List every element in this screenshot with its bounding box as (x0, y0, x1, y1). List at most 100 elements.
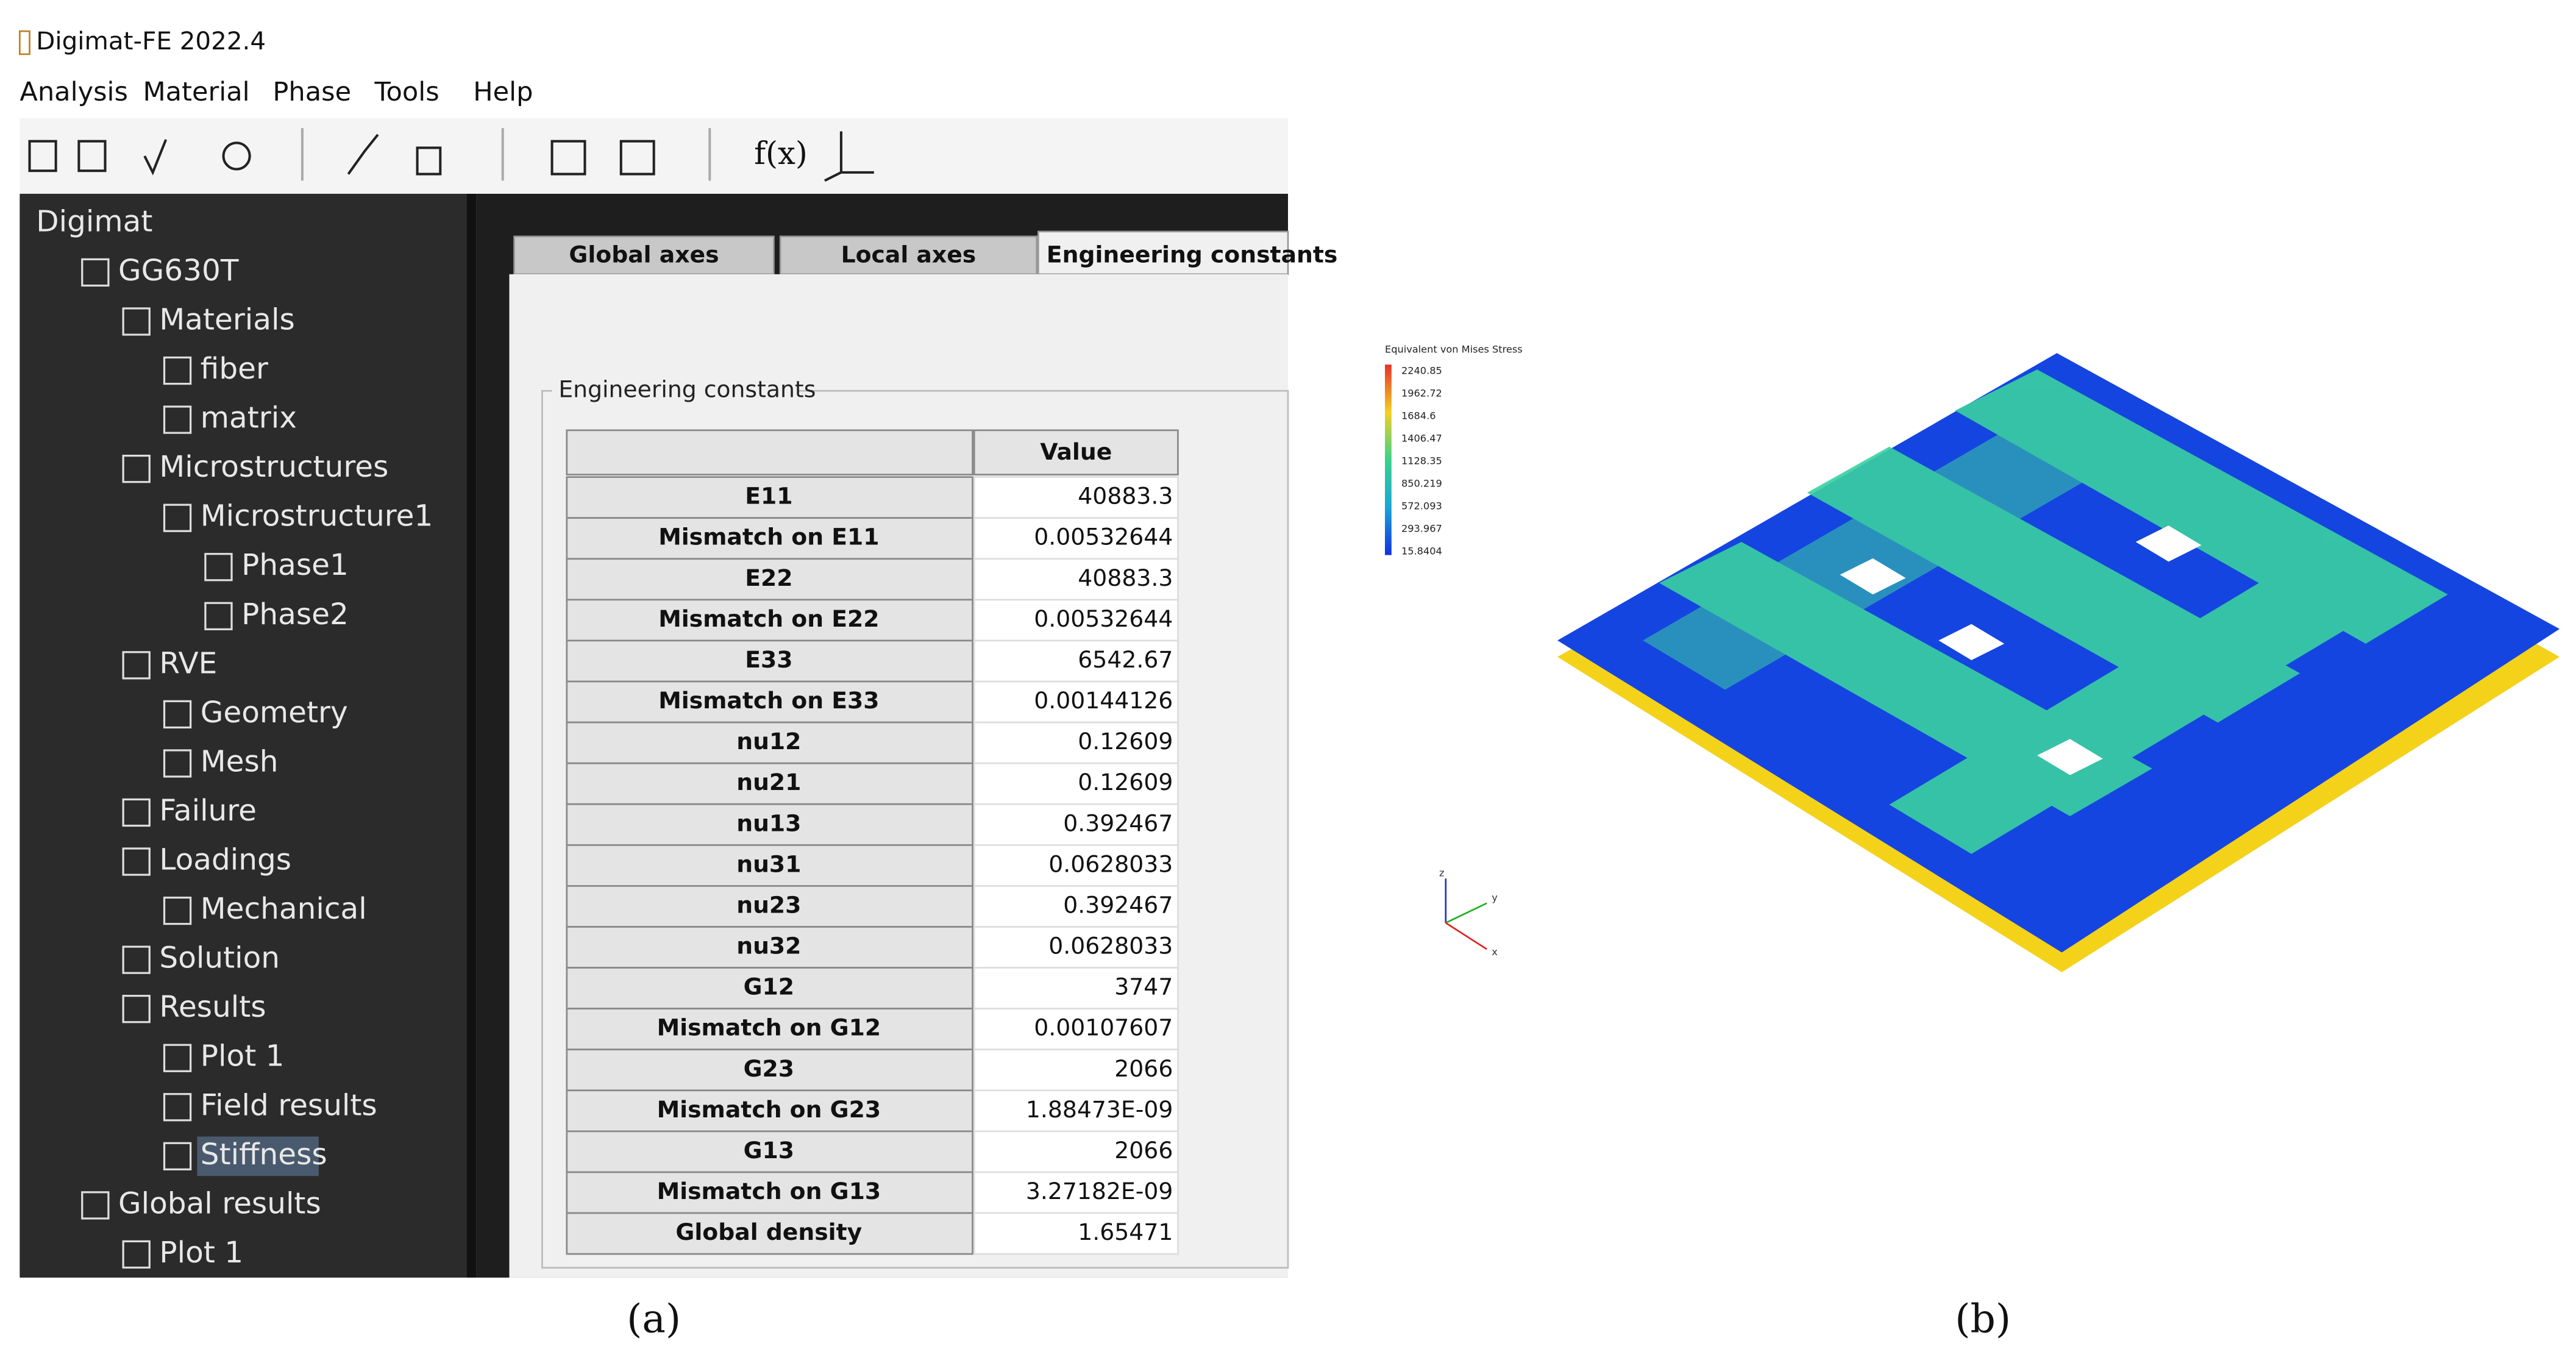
menu-bar (20, 69, 1289, 115)
axes-icon[interactable] (824, 131, 874, 182)
group-label: Engineering constants (558, 376, 816, 403)
tab[interactable] (779, 235, 1037, 276)
cell (973, 476, 1179, 519)
menu-item[interactable]: Analysis (20, 77, 128, 107)
tree-node[interactable]: Phase1 (241, 548, 349, 582)
tool-icon[interactable] (619, 140, 655, 176)
tab-label[interactable]: Global axes (569, 241, 719, 268)
row-label: Mismatch on E33 (658, 687, 879, 714)
tool-icon[interactable] (28, 140, 57, 173)
colorbar-label: 1128.35 (1401, 455, 1442, 467)
tree-node[interactable]: Materials (159, 302, 294, 336)
tree-node[interactable]: fiber (201, 352, 268, 386)
colorbar-label: 1684.6 (1401, 410, 1436, 421)
tool-icon[interactable] (550, 140, 586, 176)
tree-node[interactable]: Loadings (159, 843, 291, 877)
cell-value: 0.0628033 (1048, 850, 1173, 877)
triad-labels: z y x (1439, 867, 1498, 958)
cell-value: 0.0628033 (1048, 933, 1173, 959)
tab[interactable] (1037, 230, 1289, 276)
row-label: G12 (744, 973, 794, 1000)
tree-node[interactable]: Field results (201, 1088, 377, 1122)
menu-item[interactable]: Phase (272, 77, 351, 107)
cell (973, 680, 1179, 724)
tree-icon (122, 945, 151, 974)
tree-icon (81, 1191, 110, 1220)
colorbar-label: 572.093 (1401, 500, 1442, 512)
axis-triad (1445, 878, 1487, 950)
tree-node[interactable]: Results (159, 990, 266, 1024)
selection (197, 1136, 319, 1176)
axis-label: y (1492, 892, 1498, 903)
table: Value E11 40883.3 Mismatch on E11 0.00532644… (566, 429, 1179, 1255)
tree-icon (163, 896, 192, 925)
cell-value: 0.392467 (1063, 891, 1173, 918)
tree-panel (20, 193, 467, 1278)
tree-icon (163, 1093, 192, 1122)
tree-icon (122, 995, 151, 1023)
tool-icon[interactable] (416, 146, 442, 176)
cell (973, 762, 1179, 805)
row-label: Global density (675, 1219, 862, 1245)
axis-label: z (1439, 867, 1444, 879)
cell (973, 1130, 1179, 1173)
cell-value: 2066 (1114, 1137, 1173, 1164)
tree-icon (163, 405, 192, 434)
tab-label[interactable]: Engineering constants (1047, 241, 1338, 268)
model-view (1557, 353, 2560, 972)
tree-node[interactable]: Mesh (201, 744, 279, 778)
tree-node[interactable]: Plot 1 (159, 1236, 243, 1270)
tree-node[interactable]: Digimat (36, 204, 152, 238)
cell-value: 3747 (1114, 973, 1173, 1000)
cell (973, 844, 1179, 887)
title-bar (20, 20, 1289, 66)
cell-value: 0.00532644 (1034, 605, 1173, 632)
cell (973, 1048, 1179, 1092)
tree-node[interactable]: Stiffness (201, 1137, 327, 1172)
tool-icon[interactable] (143, 139, 168, 176)
menu: Analysis Material Phase Tools Help (20, 77, 533, 107)
tree-node[interactable]: Global results (118, 1186, 321, 1220)
app-icon (18, 30, 30, 55)
tree-node[interactable]: Solution (159, 941, 280, 975)
tree-icon (122, 798, 151, 827)
tab-label[interactable]: Local axes (841, 241, 977, 268)
tree-node[interactable]: matrix (201, 401, 297, 435)
cell (973, 885, 1179, 928)
tree-node[interactable]: Phase2 (241, 597, 349, 632)
row-header (566, 599, 973, 642)
menu-item[interactable]: Help (473, 77, 533, 107)
tree-icon (81, 258, 110, 287)
tree-icon (163, 749, 192, 778)
tree-node[interactable]: Microstructure1 (201, 499, 433, 533)
row-label: nu23 (736, 891, 801, 918)
tab[interactable] (513, 235, 775, 276)
menu-item[interactable]: Material (143, 77, 249, 107)
row-header (566, 762, 973, 805)
axis-label: x (1492, 946, 1498, 958)
cell-value: 0.00532644 (1034, 524, 1173, 550)
cell-value: 0.392467 (1063, 810, 1173, 836)
tree-node[interactable]: Failure (159, 794, 257, 828)
tree-node[interactable]: GG630T (118, 254, 239, 288)
tree-node[interactable]: Microstructures (159, 450, 388, 484)
tree-node[interactable]: RVE (159, 646, 217, 680)
tree-node[interactable]: Geometry (201, 696, 348, 730)
cell (973, 967, 1179, 1009)
tree-icon (122, 1240, 151, 1269)
cell-value: 40883.3 (1078, 483, 1173, 510)
tree-node[interactable]: Mechanical (201, 892, 367, 926)
tool-icon[interactable] (77, 140, 107, 173)
menu-item[interactable]: Tools (374, 77, 439, 107)
tool-icon[interactable] (222, 141, 251, 171)
tool-icon[interactable] (347, 133, 379, 175)
row-label: Mismatch on E11 (658, 524, 879, 550)
tree-node[interactable]: Plot 1 (201, 1039, 285, 1073)
formula-button[interactable]: f(x) (754, 135, 808, 172)
row-header (566, 517, 973, 560)
cell (973, 1089, 1179, 1133)
window-title: Digimat-FE 2022.4 (36, 26, 266, 55)
row-header (566, 1089, 973, 1133)
row-label: nu32 (736, 933, 801, 959)
cell-value: 0.12609 (1078, 728, 1173, 755)
